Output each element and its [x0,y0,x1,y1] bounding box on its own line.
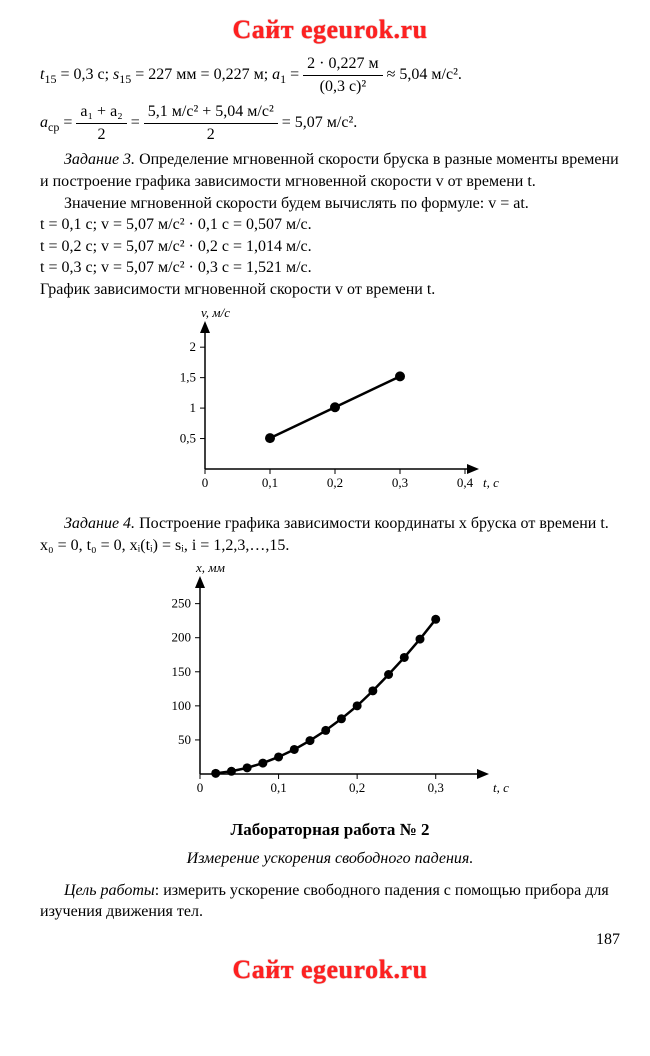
svg-text:0: 0 [202,475,209,490]
equation-2: aср = a₁ + a₂2 = 5,1 м/с² + 5,04 м/с²2 =… [40,101,620,145]
svg-text:0,2: 0,2 [327,475,343,490]
calc-line-2: t = 0,2 с; v = 5,07 м/с² · 0,2 с = 1,014… [40,236,620,258]
calc-line-1: t = 0,1 с; v = 5,07 м/с² · 0,1 с = 0,507… [40,214,620,236]
lab-title: Лабораторная работа № 2 [40,819,620,842]
page: Сайт egeurok.ru t15 = 0,3 с; s15 = 227 м… [0,0,650,1003]
svg-text:0: 0 [197,780,204,795]
task-3-text: Задание 3. Определение мгновенной скорос… [40,149,620,192]
svg-text:0,1: 0,1 [270,780,286,795]
svg-text:t, c: t, c [483,475,499,490]
svg-text:150: 150 [172,664,192,679]
svg-text:2: 2 [190,339,197,354]
task-4-label: Задание 4. [64,515,135,532]
formula-line: Значение мгновенной скорости будем вычис… [40,193,620,215]
svg-text:1,5: 1,5 [180,369,196,384]
lab-subtitle: Измерение ускорения свободного падения. [40,848,620,870]
chart-2: 0 0,1 0,2 0,3 50 100 150 200 250 x, мм t, c [40,562,620,809]
task-3-label: Задание 3. [64,151,135,168]
svg-text:100: 100 [172,698,192,713]
svg-text:v, м/с: v, м/с [201,307,230,320]
svg-text:0,2: 0,2 [349,780,365,795]
svg-text:250: 250 [172,596,192,611]
calc-line-3: t = 0,3 с; v = 5,07 м/с² · 0,3 с = 1,521… [40,257,620,279]
chart-1: 0 0,1 0,2 0,3 0,4 0,5 1 1,5 2 v, м/с t, c [40,307,620,504]
watermark-top: Сайт egeurok.ru [40,12,620,47]
watermark-bottom: Сайт egeurok.ru [40,952,620,987]
svg-text:50: 50 [178,732,191,747]
svg-text:0,5: 0,5 [180,430,196,445]
svg-text:0,3: 0,3 [428,780,444,795]
svg-text:0,1: 0,1 [262,475,278,490]
task-4-eq: x₀ = 0, t₀ = 0, xᵢ(tᵢ) = sᵢ, i = 1,2,3,…… [40,535,620,557]
svg-text:1: 1 [190,400,197,415]
svg-text:200: 200 [172,630,192,645]
task-4-text: Задание 4. Построение графика зависимост… [40,513,620,535]
svg-text:t, c: t, c [493,780,509,795]
goal-label: Цель работы [64,882,155,899]
graph-intro: График зависимости мгновенной скорости v… [40,279,620,301]
goal-line: Цель работы: измерить ускорение свободно… [40,880,620,923]
page-number: 187 [40,929,620,951]
equation-1: t15 = 0,3 с; s15 = 227 мм = 0,227 м; a1 … [40,53,620,97]
svg-text:x, мм: x, мм [195,562,225,575]
svg-text:0,3: 0,3 [392,475,408,490]
svg-text:0,4: 0,4 [457,475,474,490]
